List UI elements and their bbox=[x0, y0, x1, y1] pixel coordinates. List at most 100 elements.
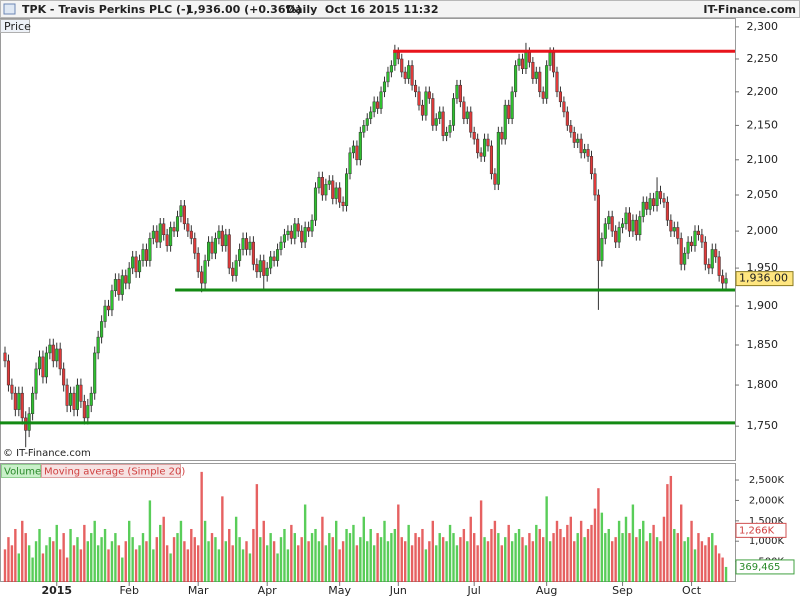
volume-bar bbox=[645, 541, 648, 582]
volume-bar bbox=[711, 533, 714, 582]
volume-bar bbox=[638, 528, 641, 582]
volume-bar bbox=[286, 549, 290, 582]
volume-bar bbox=[690, 520, 693, 582]
candle-body bbox=[186, 223, 190, 232]
candle-body bbox=[565, 111, 569, 126]
volume-legend-box bbox=[1, 464, 41, 478]
candle-body bbox=[169, 227, 173, 247]
candle-body bbox=[334, 187, 338, 199]
volume-bar bbox=[379, 537, 383, 582]
volume-bar bbox=[545, 496, 548, 582]
candle-body bbox=[479, 152, 483, 157]
candle-body bbox=[451, 98, 456, 126]
volume-bar bbox=[655, 537, 659, 582]
candle-body bbox=[690, 241, 694, 247]
volume-bar bbox=[400, 537, 403, 582]
volume-bar bbox=[321, 516, 324, 582]
candle-body bbox=[355, 145, 359, 161]
candle-body bbox=[110, 290, 114, 311]
candle-body bbox=[200, 271, 204, 284]
candle-body bbox=[372, 101, 376, 113]
volume-bar bbox=[248, 553, 252, 582]
candle-body bbox=[155, 230, 159, 243]
volume-bar bbox=[310, 533, 314, 582]
candle-body bbox=[686, 241, 690, 254]
candle-body bbox=[279, 241, 283, 250]
candle-body bbox=[396, 52, 400, 60]
candle-body bbox=[307, 227, 311, 232]
volume-bar bbox=[704, 545, 707, 582]
candle-body bbox=[441, 111, 445, 136]
volume-bar bbox=[404, 541, 407, 582]
volume-bar bbox=[231, 545, 234, 582]
y-tick-label: 1,950 bbox=[747, 261, 779, 274]
candle-body bbox=[376, 101, 380, 109]
candle-body bbox=[569, 125, 573, 133]
candle-body bbox=[313, 187, 318, 221]
candle-body bbox=[617, 227, 621, 243]
candle-body bbox=[610, 216, 614, 232]
volume-bar bbox=[214, 537, 217, 582]
volume-bar bbox=[493, 520, 497, 582]
volume-bar bbox=[48, 537, 52, 582]
volume-bar bbox=[203, 520, 207, 582]
volume-bar bbox=[693, 549, 697, 582]
volume-bar bbox=[707, 537, 710, 582]
candle-body bbox=[131, 256, 135, 269]
candle-body bbox=[179, 205, 183, 217]
candle-body bbox=[79, 384, 83, 402]
candle-body bbox=[400, 58, 404, 73]
volume-bar bbox=[245, 541, 248, 582]
volume-bar bbox=[65, 557, 69, 582]
volume-bar bbox=[676, 533, 679, 582]
volume-bar bbox=[134, 549, 138, 582]
volume-bar bbox=[335, 520, 338, 582]
candle-body bbox=[510, 91, 514, 119]
volume-bar bbox=[431, 520, 434, 582]
volume-bar bbox=[369, 528, 372, 582]
candle-body bbox=[538, 71, 542, 93]
volume-bar bbox=[38, 528, 41, 582]
x-tick-label: Mar bbox=[188, 584, 209, 597]
candle-body bbox=[607, 216, 611, 225]
candle-body bbox=[317, 177, 321, 189]
candle-body bbox=[241, 238, 245, 250]
volume-bar bbox=[435, 545, 438, 582]
volume-bar bbox=[366, 541, 369, 582]
candle-body bbox=[458, 84, 462, 103]
volume-bar bbox=[424, 549, 428, 582]
volume-bar bbox=[217, 549, 221, 582]
candle-body bbox=[93, 352, 97, 394]
candle-body bbox=[627, 212, 632, 232]
candle-body bbox=[424, 91, 428, 116]
volume-bar bbox=[162, 516, 165, 582]
volume-bar bbox=[662, 516, 666, 582]
candle-body bbox=[724, 278, 728, 284]
candle-body bbox=[362, 125, 366, 133]
volume-bar bbox=[7, 537, 10, 582]
volume-bar bbox=[176, 533, 179, 582]
candle-body bbox=[124, 275, 128, 284]
candle-body bbox=[351, 145, 355, 154]
candle-body bbox=[469, 111, 473, 133]
candle-body bbox=[431, 98, 435, 126]
candle-body bbox=[524, 52, 528, 70]
volume-bar bbox=[266, 545, 269, 582]
candle-body bbox=[293, 223, 297, 239]
volume-bar bbox=[559, 528, 562, 582]
candle-body bbox=[69, 392, 73, 406]
volume-bar bbox=[555, 520, 559, 582]
ma-legend-box bbox=[41, 464, 181, 478]
volume-bar bbox=[114, 533, 117, 582]
candle-body bbox=[545, 65, 549, 99]
volume-bar bbox=[486, 541, 490, 582]
volume-bar bbox=[621, 533, 624, 582]
candle-body bbox=[31, 392, 35, 414]
volume-bar bbox=[445, 541, 448, 582]
candle-body bbox=[707, 264, 711, 269]
candle-body bbox=[231, 267, 235, 276]
volume-bar bbox=[372, 545, 376, 582]
volume-legend: Volume bbox=[4, 467, 41, 478]
y-tick-label: 2,300 bbox=[747, 20, 779, 33]
